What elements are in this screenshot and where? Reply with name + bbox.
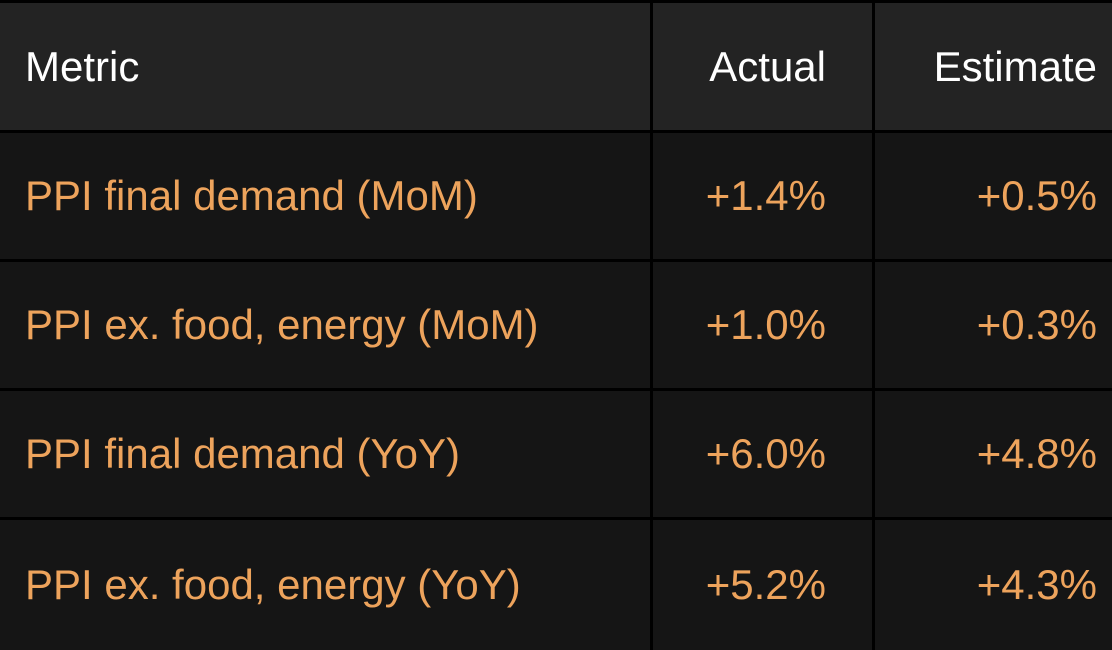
table-cell: +5.2%: [653, 520, 872, 650]
table-cell: +1.4%: [653, 133, 872, 259]
table-cell: PPI final demand (MoM): [0, 133, 650, 259]
header-cell: Actual: [653, 3, 872, 130]
table-cell: +4.8%: [875, 391, 1112, 517]
table-cell: +0.5%: [875, 133, 1112, 259]
table-cell: +6.0%: [653, 391, 872, 517]
table-cell: PPI ex. food, energy (YoY): [0, 520, 650, 650]
table-cell: PPI final demand (YoY): [0, 391, 650, 517]
header-cell: Metric: [0, 3, 650, 130]
header-cell: Estimate: [875, 3, 1112, 130]
table-cell: +1.0%: [653, 262, 872, 388]
table-cell: +4.3%: [875, 520, 1112, 650]
table-cell: PPI ex. food, energy (MoM): [0, 262, 650, 388]
table-cell: +0.3%: [875, 262, 1112, 388]
